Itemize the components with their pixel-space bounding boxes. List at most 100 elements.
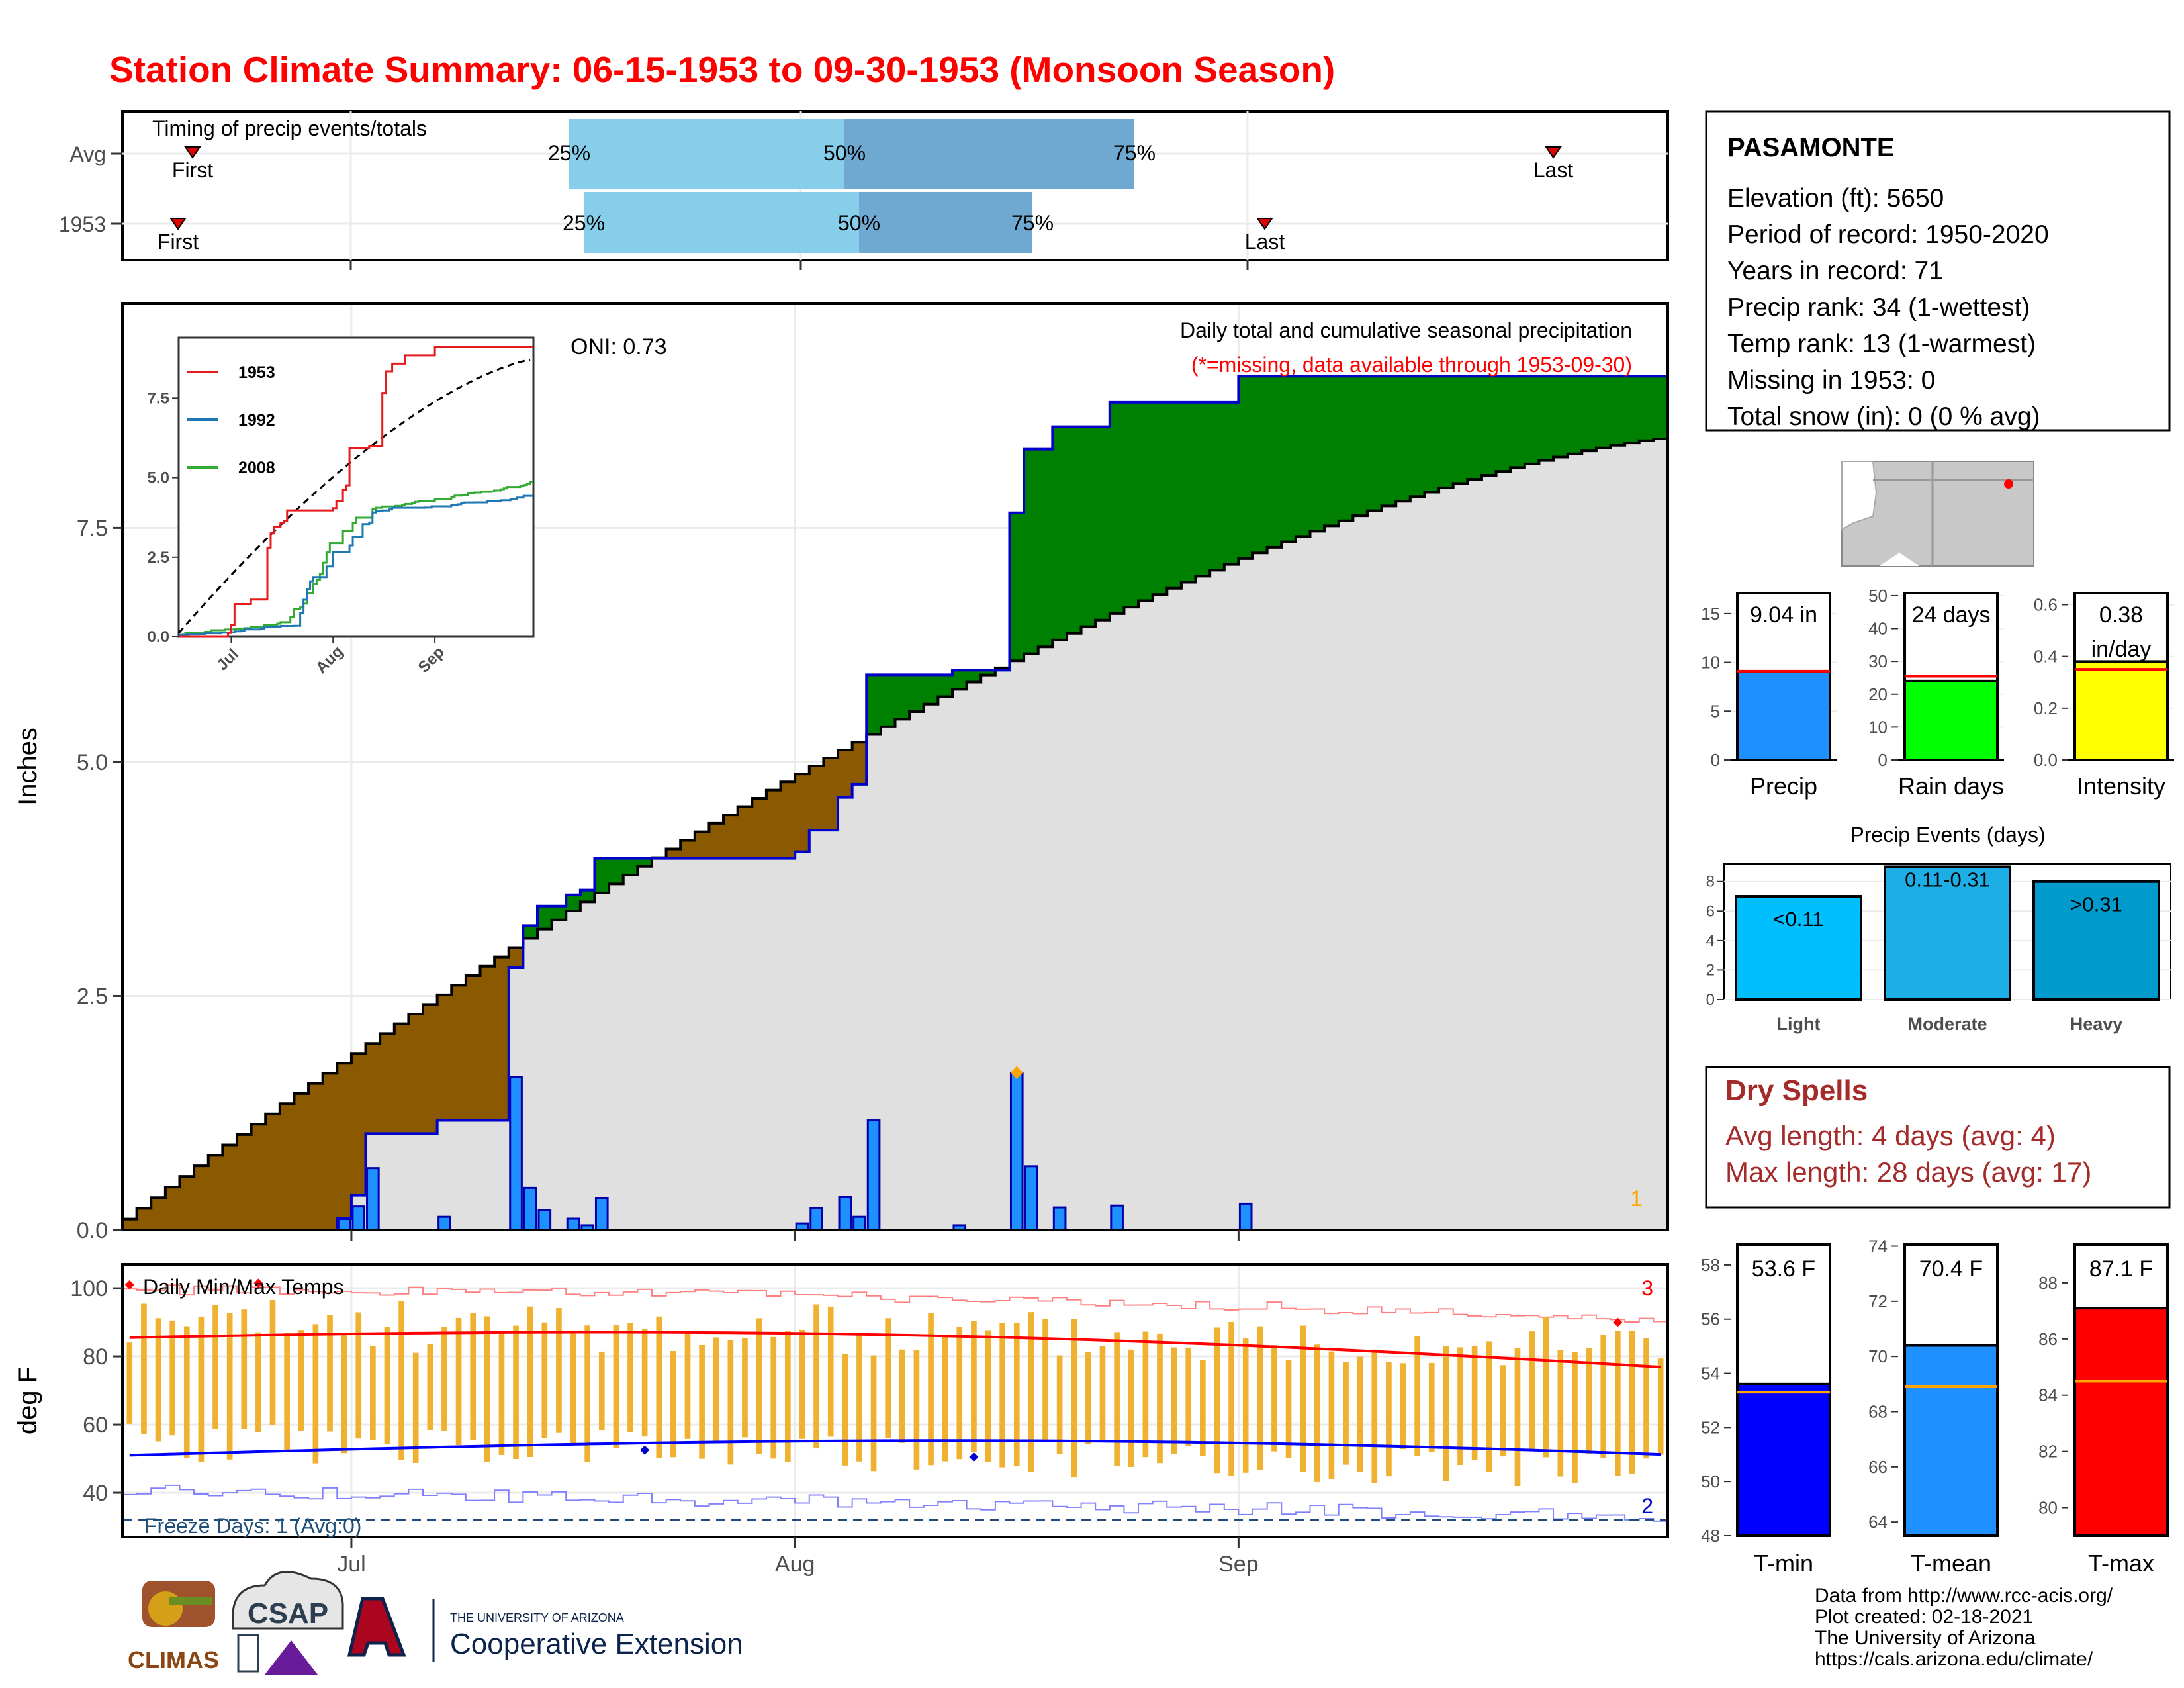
daily-precip-bar (523, 1186, 537, 1231)
daily-temp-bar (1142, 1331, 1149, 1458)
daily-precip-bar (1110, 1204, 1124, 1231)
avg-last-label: Last (1533, 158, 1574, 182)
temp-ytick-label: 100 (70, 1276, 108, 1301)
raindays-summary-ytick: 10 (1868, 717, 1888, 737)
temp-label: Daily Min/Max Temps (143, 1275, 343, 1299)
inset-ytick-label: 2.5 (148, 549, 169, 567)
events-category-label: Light (1777, 1014, 1821, 1034)
below-average-fill (337, 1063, 352, 1219)
tmean-summary-ytick: 74 (1868, 1237, 1888, 1256)
daily-temp-bar (1486, 1341, 1492, 1472)
below-average-fill (795, 774, 810, 852)
precip-events-chart: Precip Events (days) 0 2 4 6 8 <0.11 Light 0.11… (1706, 823, 2171, 1034)
events-ytick: 6 (1706, 902, 1715, 920)
dry-spells-title: Dry Spells (1725, 1074, 1868, 1107)
intensity-summary-ytick: 0.0 (2034, 750, 2058, 770)
below-average-fill (451, 985, 467, 1121)
oni-label: ONI: 0.73 (570, 334, 667, 359)
daily-temp-bar (226, 1313, 233, 1460)
record-high-marker (124, 1280, 134, 1289)
below-average-fill (365, 1043, 381, 1134)
climas-text: CLIMAS (128, 1646, 219, 1673)
below-average-fill (380, 1033, 395, 1134)
temp-ytick-label: 40 (83, 1481, 108, 1506)
tmin-summary-ytick: 58 (1701, 1255, 1720, 1275)
station-name: PASAMONTE (1727, 133, 1895, 162)
daily-precip-bar (509, 1076, 523, 1231)
csap-text: CSAP (248, 1597, 328, 1630)
daily-temp-bar (742, 1337, 748, 1438)
above-average-fill (981, 670, 996, 675)
below-average-fill (136, 1208, 152, 1230)
tmax-summary-bar (2073, 1307, 2169, 1537)
daily-temp-bar (513, 1325, 519, 1460)
tmax-summary-value: 87.1 F (2089, 1256, 2153, 1282)
footer-logos: CLIMAS CSAP THE UNIVERSITY OF ARIZONA Co… (128, 1571, 2113, 1675)
below-average-fill (480, 966, 495, 1121)
below-average-fill (165, 1187, 181, 1230)
below-average-fill (780, 782, 796, 859)
inset-legend-label: 2008 (238, 459, 275, 477)
precip-ytick-label: 7.5 (77, 516, 108, 541)
daily-temp-bar (1428, 1362, 1435, 1452)
raindays-summary-bar (1903, 679, 1999, 762)
above-average-fill (566, 894, 581, 912)
below-average-fill (766, 790, 782, 859)
record-high-marker (253, 1278, 263, 1288)
daily-temp-bar (527, 1306, 533, 1458)
tmean-summary-label: T-mean (1911, 1550, 1991, 1577)
above-average-fill (1567, 376, 1582, 454)
daily-temp-bar (956, 1327, 963, 1460)
avg-first-label: First (172, 158, 213, 182)
below-average-fill (408, 1013, 424, 1134)
daily-temp-bar (1157, 1333, 1163, 1464)
daily-temp-bar (870, 1355, 877, 1472)
intensity-summary-ytick: 0.4 (2034, 647, 2058, 667)
daily-temp-bar (1657, 1358, 1664, 1455)
daily-temp-bar (641, 1329, 648, 1437)
avg-q25-label: 25% (548, 141, 590, 165)
daily-temp-bar (727, 1340, 734, 1465)
above-average-fill (1181, 402, 1197, 583)
daily-temp-bar (284, 1333, 290, 1451)
precip-summary-ytick: 0 (1711, 750, 1720, 770)
daily-temp-bar (1543, 1317, 1549, 1458)
above-average-fill (1009, 512, 1024, 661)
above-average-fill (1152, 402, 1167, 595)
daily-temp-bar (684, 1331, 691, 1439)
daily-temp-bar (799, 1329, 805, 1439)
temp-ytick-label: 60 (83, 1413, 108, 1438)
daily-temp-bar (699, 1344, 705, 1459)
precip-summary-label: Precip (1750, 773, 1817, 800)
above-average-fill (1038, 449, 1053, 647)
events-bar-label: <0.11 (1773, 908, 1823, 931)
events-ytick: 0 (1706, 991, 1715, 1009)
temp-ylabel: deg F (13, 1367, 42, 1434)
above-average-fill (923, 675, 938, 704)
tmin-summary-ytick: 56 (1701, 1309, 1720, 1329)
inset-series-2008 (179, 481, 533, 637)
tmean-summary-value: 70.4 F (1919, 1256, 1983, 1282)
below-average-fill (423, 1004, 438, 1134)
station-info-box: PASAMONTE Elevation (ft): 5650 Period of… (1705, 110, 2171, 432)
daily-temp-bar (198, 1316, 205, 1462)
above-average-fill (1553, 376, 1569, 457)
dry-spells-avg: Avg length: 4 days (avg: 4) (1725, 1120, 2056, 1151)
yr-q75-label: 75% (1011, 211, 1054, 235)
below-average-fill (437, 994, 452, 1121)
daily-temp-bar (1557, 1350, 1564, 1477)
daily-temp-bar (856, 1333, 862, 1462)
daily-temp-bar (1071, 1319, 1077, 1478)
intensity-summary-ytick: 0.2 (2034, 698, 2058, 718)
daily-temp-bar (141, 1303, 147, 1434)
daily-temp-bar (255, 1332, 261, 1432)
tmin-summary-label: T-min (1754, 1550, 1813, 1577)
precip-summary: 0 5 10 15 9.04 in Precip (1701, 589, 1837, 800)
avg-q50-label: 50% (823, 141, 866, 165)
daily-precip-bar (566, 1217, 580, 1231)
daily-temp-bar (1128, 1349, 1134, 1467)
daily-temp-bar (885, 1318, 891, 1438)
events-title: Precip Events (days) (1850, 823, 2045, 847)
below-average-fill (752, 798, 767, 859)
